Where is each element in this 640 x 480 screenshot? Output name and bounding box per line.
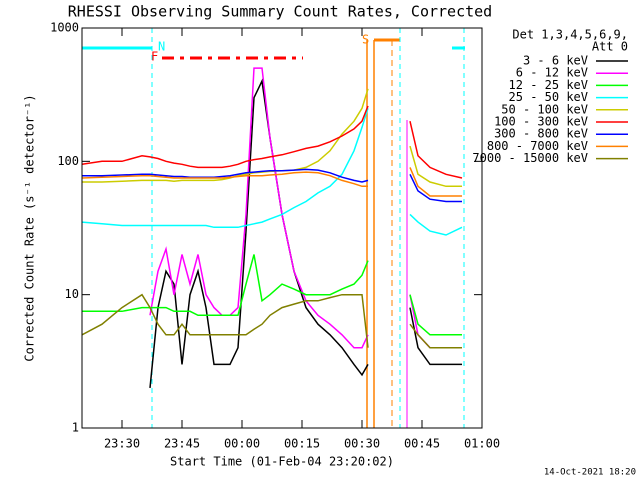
series-line xyxy=(82,293,462,349)
legend-label: 3 - 6 keV xyxy=(523,54,588,68)
legend-label: 50 - 100 keV xyxy=(501,102,588,116)
x-axis-label: Start Time (01-Feb-04 23:20:02) xyxy=(170,455,394,469)
legend-label: 300 - 800 keV xyxy=(494,127,588,141)
annotations: N F S xyxy=(82,28,465,428)
x-tick-label: 00:45 xyxy=(404,437,440,451)
x-tick-label: 00:30 xyxy=(344,437,380,451)
series-line xyxy=(82,167,462,197)
x-tick-label: 00:15 xyxy=(284,437,320,451)
legend-label: 12 - 25 keV xyxy=(509,78,588,92)
series-line xyxy=(82,88,462,188)
x-tick-label: 01:00 xyxy=(464,437,500,451)
plot-frame xyxy=(81,27,483,429)
y-tick-label: 1000 xyxy=(50,21,79,35)
annotation: N xyxy=(158,40,165,54)
legend-label: 25 - 50 keV xyxy=(509,90,588,104)
legend-label: 6 - 12 keV xyxy=(516,66,588,80)
legend-title: Att 0 xyxy=(592,40,628,54)
footer: 14-Oct-2021 18:20 xyxy=(544,468,636,478)
x-tick-label: 00:00 xyxy=(224,437,260,451)
legend-label: 800 - 7000 keV xyxy=(487,139,588,153)
series-line xyxy=(82,254,462,336)
plot-area xyxy=(82,67,463,388)
y-axis-label: Corrected Count Rate (s⁻¹ detector⁻¹) xyxy=(23,94,37,361)
legend-title: Det 1,3,4,5,6,9, xyxy=(512,28,628,42)
x-tick-label: 23:30 xyxy=(104,437,140,451)
x-tick-label: 23:45 xyxy=(164,437,200,451)
annotation: F xyxy=(151,50,158,64)
legend-label: 7000 - 15000 keV xyxy=(472,151,588,165)
chart-title: RHESSI Observing Summary Count Rates, Co… xyxy=(68,3,492,21)
y-tick-label: 1 xyxy=(72,421,79,435)
legend-label: 100 - 300 keV xyxy=(494,115,588,129)
series-line xyxy=(82,168,462,203)
annotation: S xyxy=(362,33,369,47)
series-line xyxy=(82,105,463,179)
y-tick-label: 10 xyxy=(65,287,79,301)
series-line xyxy=(82,108,463,236)
series-line xyxy=(149,78,462,388)
y-tick-label: 100 xyxy=(57,154,79,168)
